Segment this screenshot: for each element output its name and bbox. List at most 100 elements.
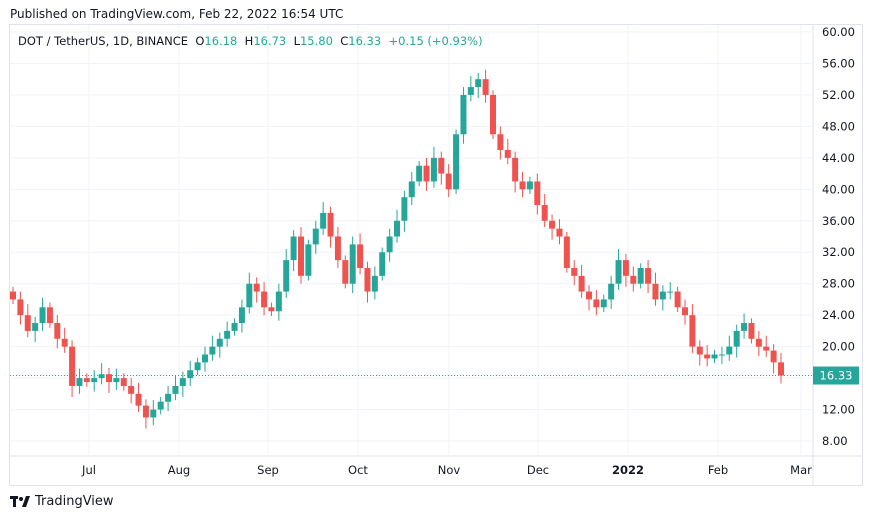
- candle-body: [39, 307, 46, 324]
- candle-body: [423, 165, 430, 182]
- chart-frame[interactable]: [9, 24, 863, 486]
- y-tick-label: 48.00: [822, 119, 855, 133]
- logo-text: TradingView: [35, 494, 114, 509]
- candle-body: [17, 299, 24, 316]
- x-tick-label: Dec: [527, 463, 549, 477]
- x-tick-label: Jul: [81, 463, 96, 477]
- candle-body: [10, 291, 16, 300]
- candle-body: [98, 374, 105, 379]
- candle-body: [741, 323, 748, 331]
- candle-body: [718, 354, 725, 356]
- candle-body: [290, 236, 297, 261]
- y-tick-label: 44.00: [822, 151, 855, 165]
- candle-body: [349, 244, 356, 284]
- candle-body: [106, 374, 112, 383]
- open-label: O: [195, 34, 205, 48]
- y-tick-label: 56.00: [822, 56, 855, 70]
- x-tick-label: Aug: [168, 463, 190, 477]
- candle-body: [83, 378, 90, 383]
- candle-body: [261, 291, 268, 308]
- candle-body: [674, 291, 681, 308]
- y-tick-label: 20.00: [822, 340, 855, 354]
- candle-body: [778, 362, 784, 376]
- candle-body: [549, 220, 556, 229]
- low-value: 15.80: [299, 34, 333, 48]
- candle-body: [238, 307, 245, 324]
- candle-body: [91, 378, 98, 383]
- candle-body: [504, 149, 511, 158]
- candle-body: [733, 330, 740, 347]
- candle-body: [475, 79, 482, 88]
- candle-body: [541, 205, 548, 221]
- y-tick-label: 28.00: [822, 277, 855, 291]
- candle-body: [209, 346, 216, 355]
- candle-body: [364, 267, 371, 292]
- high-value: 16.73: [253, 34, 287, 48]
- candle-body: [770, 350, 777, 363]
- candle-body: [342, 260, 349, 284]
- open-value: 16.18: [204, 34, 238, 48]
- candle-body: [32, 323, 39, 331]
- candle-body: [24, 315, 31, 331]
- candle-body: [113, 378, 120, 383]
- candle-body: [165, 393, 172, 402]
- candle-body: [334, 236, 341, 261]
- y-tick-label: 12.00: [822, 403, 855, 417]
- candle-body: [608, 283, 615, 300]
- candle-body: [438, 157, 445, 174]
- x-tick-label: Mar: [790, 463, 812, 477]
- candle-body: [453, 134, 460, 190]
- x-tick-label: Feb: [708, 463, 728, 477]
- candle-body: [430, 157, 437, 182]
- candle-body: [216, 338, 223, 347]
- symbol-name: DOT / TetherUS, 1D, BINANCE: [18, 34, 189, 48]
- candle-body: [320, 212, 327, 229]
- x-tick-label: Oct: [348, 463, 368, 477]
- candle-body: [667, 291, 674, 293]
- candle-body: [482, 79, 489, 95]
- candle-body: [534, 181, 541, 206]
- candle-body: [135, 393, 142, 406]
- candle-body: [755, 338, 762, 347]
- candle-body: [445, 173, 452, 190]
- last-price-label: 16.33: [820, 369, 853, 383]
- candle-body: [763, 346, 770, 351]
- candle-body: [556, 228, 563, 237]
- candle-body: [578, 275, 585, 292]
- y-tick-label: 24.00: [822, 308, 855, 322]
- candle-body: [357, 244, 364, 268]
- y-tick-label: 52.00: [822, 88, 855, 102]
- candle-body: [630, 275, 637, 284]
- candle-body: [202, 354, 208, 363]
- published-caption: Published on TradingView.com, Feb 22, 20…: [10, 7, 344, 21]
- candle-body: [512, 157, 519, 182]
- tradingview-logo[interactable]: TradingView: [10, 494, 114, 509]
- x-tick-label: Sep: [257, 463, 279, 477]
- candle-body: [652, 283, 659, 300]
- candle-body: [682, 307, 688, 316]
- candle-body: [563, 236, 570, 268]
- x-tick-label: 2022: [612, 463, 644, 477]
- candle-body: [298, 236, 304, 276]
- high-label: H: [244, 34, 254, 48]
- change-value: +0.15 (+0.93%): [388, 34, 483, 48]
- candle-body: [120, 378, 127, 386]
- candle-body: [519, 181, 526, 190]
- candle-body: [312, 228, 319, 245]
- candle-body: [622, 260, 629, 276]
- candle-body: [172, 385, 179, 394]
- candle-body: [586, 291, 592, 300]
- candle-body: [46, 307, 53, 324]
- candle-body: [69, 346, 76, 386]
- candle-body: [194, 362, 201, 371]
- candle-body: [142, 405, 149, 418]
- candle-body: [253, 283, 260, 292]
- candle-body: [231, 323, 238, 331]
- candle-body: [76, 378, 83, 386]
- candle-body: [659, 291, 666, 300]
- candle-body: [600, 299, 607, 308]
- symbol-legend: DOT / TetherUS, 1D, BINANCE O16.18 H16.7…: [18, 34, 483, 48]
- candle-body: [128, 385, 135, 394]
- candle-body: [401, 197, 408, 221]
